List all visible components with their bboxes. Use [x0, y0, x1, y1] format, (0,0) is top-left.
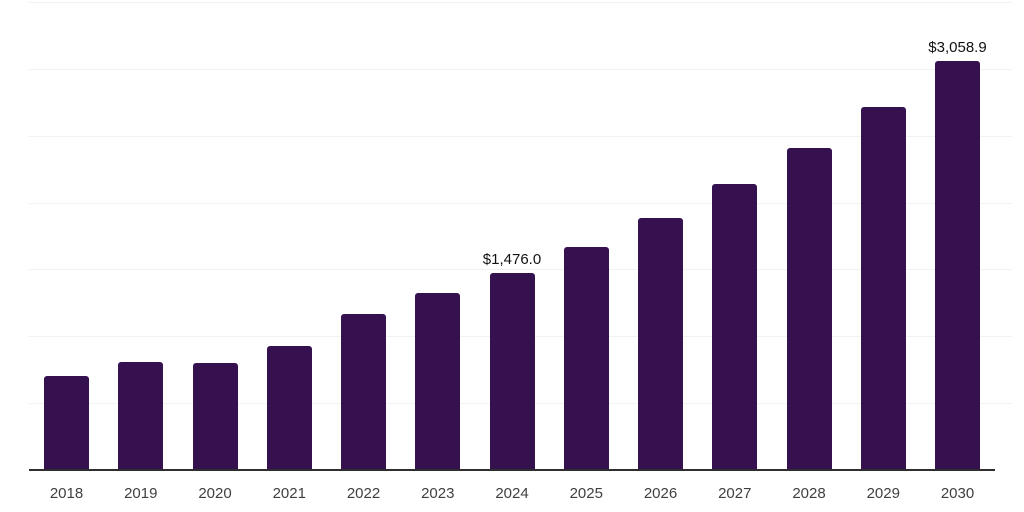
x-tick-label-2029: 2029 [866, 485, 900, 502]
bar-2030 [935, 60, 980, 470]
x-tick-label-2030: 2030 [940, 485, 975, 502]
bar-2028 [786, 148, 832, 470]
x-tick-label-2018: 2018 [49, 485, 84, 502]
x-axis-line [29, 469, 995, 471]
x-tick-label-2023: 2023 [421, 485, 455, 502]
x-tick-label-2027: 2027 [718, 485, 752, 502]
data-label-2024: $1,476.0 [482, 250, 542, 268]
bar-2027 [712, 184, 758, 470]
bar-2018 [44, 376, 89, 470]
gridline-3500 [29, 2, 1012, 3]
gridline-3000 [29, 68, 1012, 70]
x-tick-label-2028: 2028 [792, 485, 826, 502]
x-tick-label-2026: 2026 [643, 485, 678, 502]
bar-2029 [860, 106, 906, 470]
x-tick-label-2024: 2024 [495, 485, 529, 502]
bar-2023 [415, 292, 461, 470]
data-label-2030: $3,058.9 [928, 38, 987, 56]
x-tick-label-2019: 2019 [124, 485, 158, 502]
x-tick-label-2025: 2025 [569, 485, 603, 502]
bar-2024 [489, 272, 535, 470]
bar-2022 [341, 314, 386, 470]
bar-2026 [638, 218, 683, 470]
bar-2020 [192, 363, 238, 470]
bar-2019 [118, 361, 164, 470]
x-tick-label-2021: 2021 [272, 485, 306, 502]
bar-2025 [563, 246, 609, 470]
bar-2021 [266, 345, 312, 470]
x-tick-label-2022: 2022 [346, 485, 381, 502]
x-tick-label-2020: 2020 [198, 485, 232, 502]
